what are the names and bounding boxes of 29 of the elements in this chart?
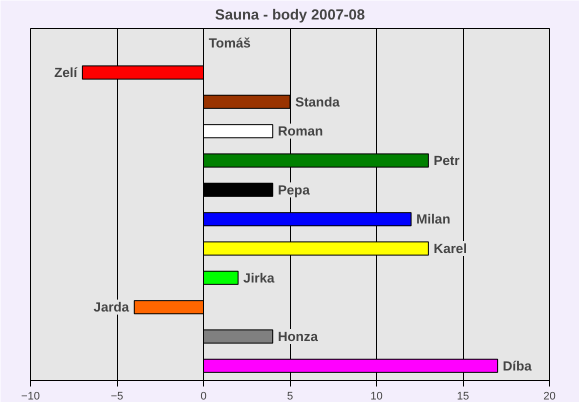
x-tick-label: 15	[456, 390, 470, 402]
x-tick-label: 10	[370, 390, 383, 402]
y-tick-label: Karel	[434, 241, 467, 256]
bar	[203, 241, 429, 256]
y-tick-label: Honza	[278, 329, 318, 344]
y-tick-label: Roman	[278, 124, 324, 139]
bar	[203, 270, 239, 285]
y-tick-label: Pepa	[278, 182, 310, 198]
x-tick-label: −5	[110, 390, 124, 402]
x-tick-label: 5	[286, 390, 294, 402]
y-tick-label: Standa	[295, 94, 340, 110]
chart-title: Sauna - body 2007-08	[215, 8, 365, 24]
y-tick-label: Zelí	[54, 65, 79, 80]
bar	[203, 94, 290, 109]
bar	[203, 153, 429, 168]
x-tick-label: 20	[543, 390, 556, 402]
y-tick-label: Jarda	[94, 300, 130, 315]
x-tick-label: −10	[21, 390, 40, 402]
x-tick-label: 0	[200, 390, 207, 402]
y-tick-label: Petr	[434, 153, 460, 168]
y-tick-label: Tomáš	[208, 36, 251, 51]
bar	[203, 329, 274, 344]
bar	[203, 212, 412, 226]
y-tick-label: Díba	[502, 358, 532, 374]
bar	[203, 124, 274, 138]
y-tick-label: Jirka	[243, 270, 276, 286]
bar	[203, 182, 274, 197]
y-tick-label: Milan	[416, 212, 450, 227]
bar	[134, 300, 204, 314]
